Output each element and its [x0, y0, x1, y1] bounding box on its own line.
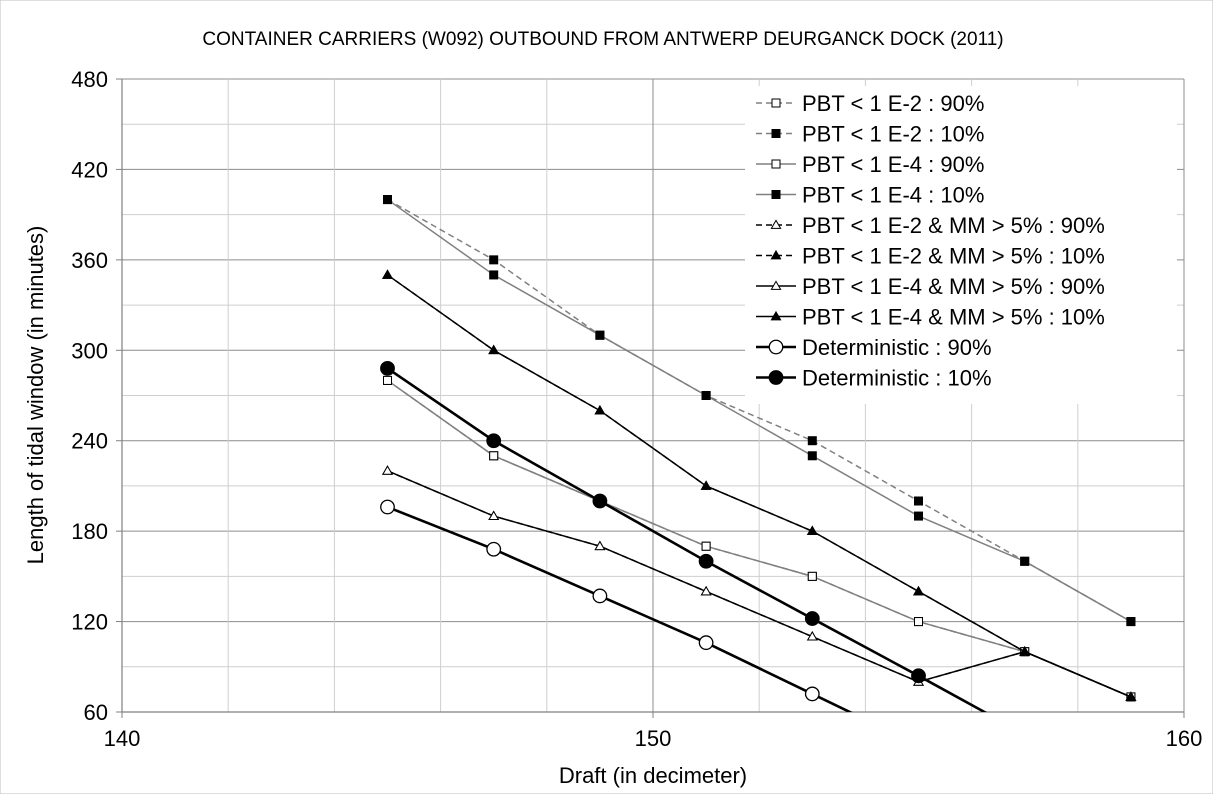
data-point	[806, 525, 818, 536]
series-7	[382, 269, 1137, 701]
y-tick-label: 300	[71, 338, 108, 363]
legend-entry: PBT < 1 E-4 & MM > 5% : 90%	[756, 274, 1105, 299]
data-point	[698, 553, 714, 569]
data-point	[594, 540, 606, 551]
data-point	[914, 511, 923, 521]
legend-label: PBT < 1 E-2 & MM > 5% : 90%	[802, 213, 1105, 238]
data-point	[698, 635, 714, 651]
data-point	[383, 375, 392, 385]
y-tick-label: 240	[71, 429, 108, 454]
legend-entry: PBT < 1 E-4 : 90%	[756, 152, 984, 177]
data-point	[770, 280, 782, 290]
data-point	[489, 255, 499, 265]
data-point	[488, 344, 500, 355]
data-point	[489, 270, 499, 280]
series-line	[387, 198, 1132, 623]
series-line	[387, 379, 1132, 698]
data-point	[807, 451, 817, 461]
data-point	[383, 195, 392, 205]
y-tick-label: 360	[71, 248, 108, 273]
legend-label: PBT < 1 E-2 & MM > 5% : 10%	[802, 244, 1105, 269]
data-point	[771, 190, 781, 199]
data-point	[806, 631, 818, 641]
data-point	[804, 611, 820, 626]
data-point	[489, 451, 499, 461]
legend-label: PBT < 1 E-4 & MM > 5% : 90%	[802, 274, 1105, 299]
x-tick-label: 140	[104, 726, 141, 751]
y-tick-label: 420	[71, 157, 108, 182]
legend-label: PBT < 1 E-4 : 90%	[802, 152, 984, 177]
x-tick-label: 150	[635, 726, 672, 751]
legend-label: PBT < 1 E-2 : 10%	[802, 122, 984, 147]
legend-label: PBT < 1 E-2 : 90%	[802, 91, 984, 116]
data-point	[804, 686, 820, 702]
data-point	[1126, 617, 1136, 627]
data-point	[771, 159, 781, 169]
data-point	[486, 433, 502, 449]
data-point	[768, 370, 784, 385]
series-line	[387, 274, 1132, 698]
data-point	[382, 465, 393, 475]
data-point	[701, 541, 711, 551]
series-group	[380, 195, 1137, 712]
legend-entry: PBT < 1 E-4 : 10%	[756, 183, 984, 208]
legend-entry: PBT < 1 E-4 & MM > 5% : 10%	[756, 305, 1105, 330]
data-point	[768, 339, 784, 355]
y-axis-label: Length of tidal window (in minutes)	[23, 226, 48, 565]
series-line	[387, 470, 1132, 698]
legend-entry: Deterministic : 90%	[756, 335, 992, 360]
y-tick-label: 480	[71, 67, 108, 92]
data-point	[380, 499, 395, 515]
data-point	[913, 585, 924, 596]
data-point	[592, 588, 608, 604]
data-point	[770, 249, 782, 260]
data-point	[914, 496, 923, 506]
data-point	[807, 436, 817, 446]
legend-label: PBT < 1 E-4 : 10%	[802, 183, 984, 208]
data-point	[1125, 691, 1137, 701]
data-point	[595, 330, 605, 340]
data-point	[1020, 556, 1030, 566]
legend: PBT < 1 E-2 : 90% PBT < 1 E-2 : 10% PBT < …	[745, 86, 1177, 404]
data-point	[911, 668, 926, 684]
series-3	[383, 195, 1136, 627]
series-line	[387, 505, 853, 712]
data-point	[770, 310, 782, 321]
data-point	[701, 391, 711, 400]
data-point	[700, 480, 712, 490]
data-point	[486, 541, 502, 557]
x-axis-ticks: 140 150 160	[104, 712, 1203, 751]
data-point	[382, 269, 393, 279]
chart-title: CONTAINER CARRIERS (W092) OUTBOUND FROM …	[202, 29, 1003, 50]
legend-entry: PBT < 1 E-2 & MM > 5% : 90%	[756, 213, 1105, 238]
y-tick-label: 120	[71, 610, 108, 635]
data-point	[807, 571, 817, 581]
data-point	[594, 404, 606, 415]
data-point	[700, 585, 712, 596]
series-9	[380, 360, 988, 712]
series-8	[380, 499, 853, 712]
data-point	[770, 219, 782, 229]
y-tick-label: 60	[84, 700, 108, 725]
x-axis-label: Draft (in decimeter)	[559, 763, 747, 788]
data-point	[1019, 646, 1031, 656]
legend-entry: PBT < 1 E-2 : 10%	[756, 122, 984, 147]
data-point	[914, 617, 923, 627]
data-point	[771, 129, 781, 138]
data-point	[488, 510, 500, 520]
legend-entry: Deterministic : 10%	[756, 366, 992, 391]
legend-entry: PBT < 1 E-2 & MM > 5% : 10%	[756, 244, 1105, 269]
data-point	[592, 493, 608, 509]
legend-label: Deterministic : 10%	[802, 366, 992, 391]
legend-entry: PBT < 1 E-2 : 90%	[756, 91, 984, 116]
data-point	[380, 360, 395, 376]
series-line	[387, 198, 1132, 623]
x-tick-label: 160	[1166, 726, 1203, 751]
y-tick-label: 180	[71, 519, 108, 544]
y-axis-ticks: 60 120 180 240 300 360 420 480	[71, 67, 122, 725]
data-point	[771, 98, 781, 108]
legend-label: Deterministic : 90%	[802, 335, 992, 360]
legend-label: PBT < 1 E-4 & MM > 5% : 10%	[802, 305, 1105, 330]
